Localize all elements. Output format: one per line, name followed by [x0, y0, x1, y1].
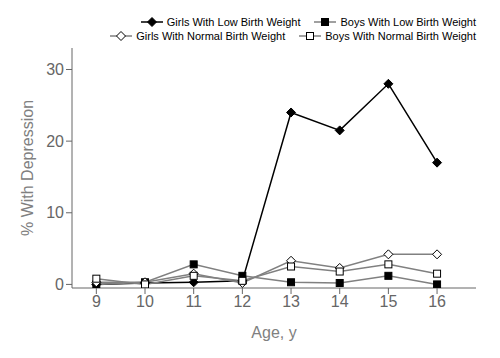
svg-text:% With Depression: % With Depression [19, 100, 36, 236]
svg-text:Age, y: Age, y [251, 324, 296, 341]
svg-text:10: 10 [136, 293, 154, 310]
svg-text:15: 15 [379, 293, 397, 310]
svg-text:20: 20 [46, 133, 64, 150]
svg-text:30: 30 [46, 61, 64, 78]
svg-text:13: 13 [282, 293, 300, 310]
svg-text:12: 12 [233, 293, 251, 310]
svg-text:11: 11 [185, 293, 202, 310]
html-text:Boys With Low Birth Weight: Boys With Low Birth Weight [340, 16, 476, 28]
html-text:Boys With Normal Birth Weight: Boys With Normal Birth Weight [325, 30, 476, 42]
html-text:Girls With Normal Birth Weight: Girls With Normal Birth Weight [136, 30, 286, 42]
html-text:Girls With Low Birth Weight: Girls With Low Birth Weight [166, 16, 301, 28]
svg-text:9: 9 [92, 293, 101, 310]
svg-text:16: 16 [428, 293, 446, 310]
svg-text:10: 10 [46, 204, 64, 221]
svg-text:0: 0 [55, 276, 64, 293]
svg-text:14: 14 [331, 293, 349, 310]
